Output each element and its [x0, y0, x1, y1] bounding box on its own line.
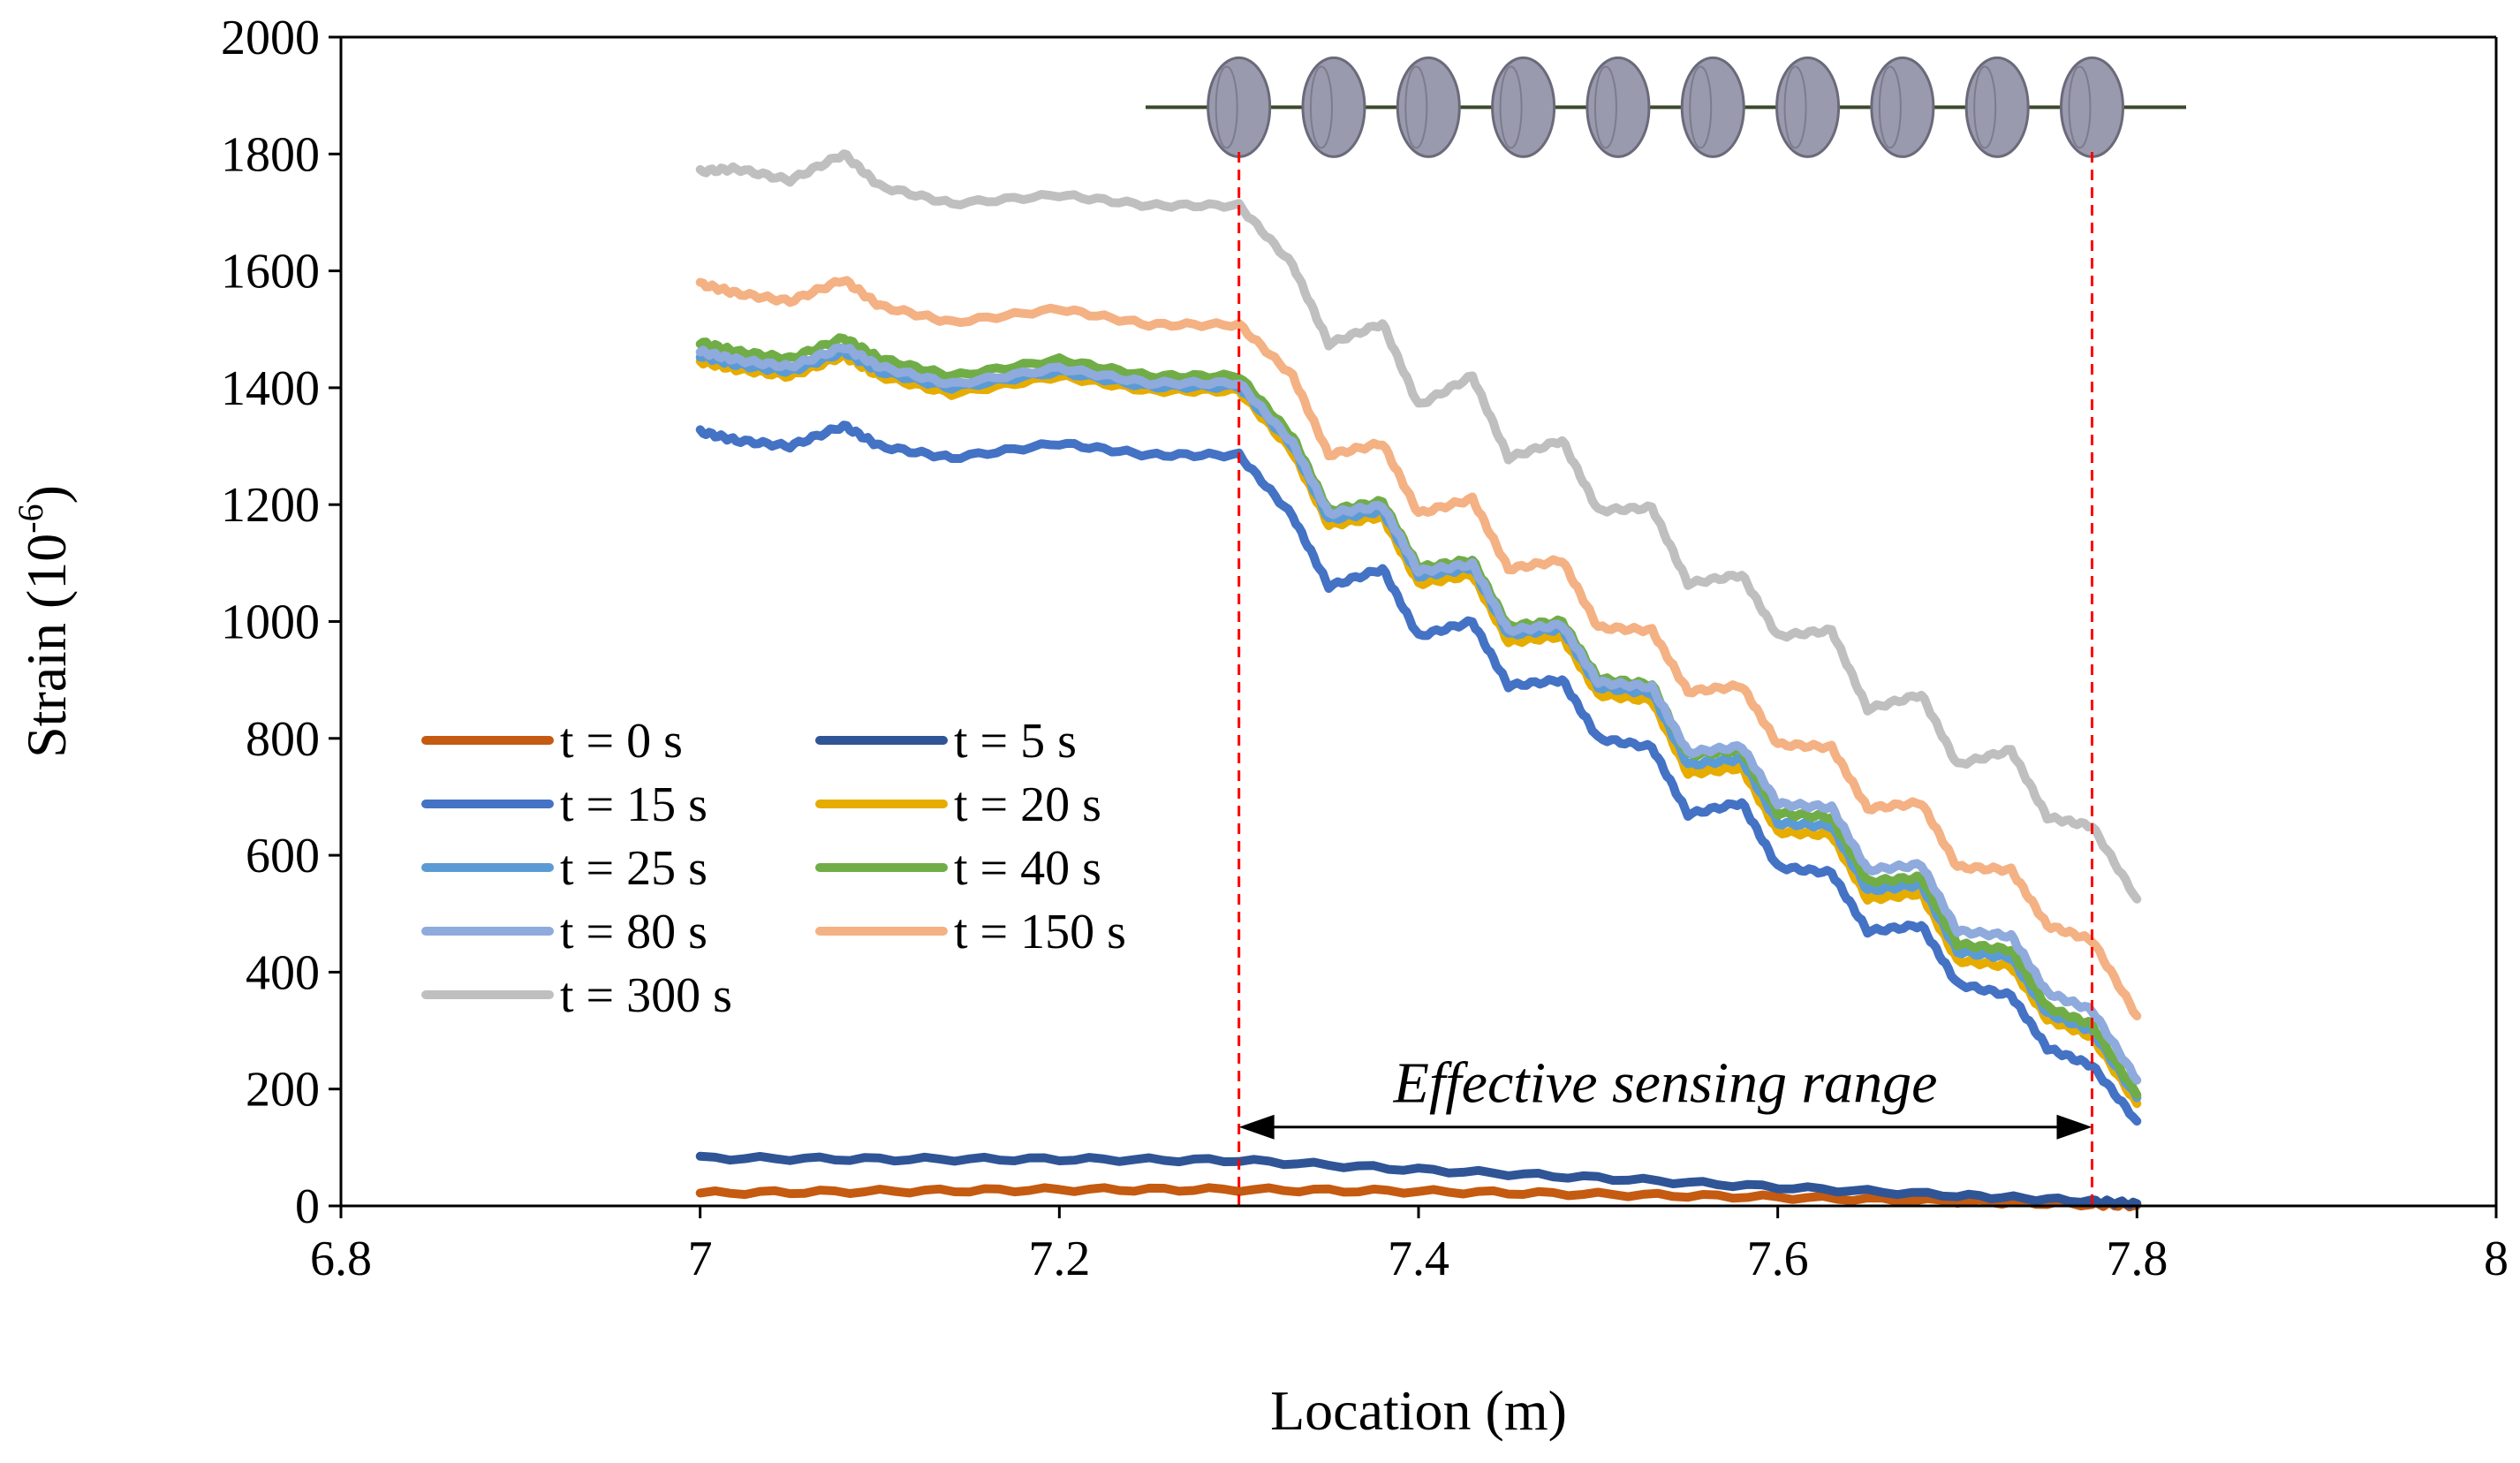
y-axis-title: Strain (10-6) [11, 485, 78, 758]
sensing-range-arrow-head-right [2056, 1114, 2092, 1140]
y-tick-label-1000: 1000 [221, 595, 320, 650]
sensor-element-edge-8 [1878, 65, 1902, 149]
y-axis-title-exponent: -6 [11, 504, 50, 533]
y-axis-title-close: ) [15, 485, 78, 504]
series-line-t-300-s [695, 149, 2142, 904]
legend-label-t-150-s: t = 150 s [954, 905, 1126, 959]
sensor-element-7 [1775, 56, 1841, 158]
sensor-element-10 [2060, 56, 2124, 158]
sensor-element-1 [1207, 56, 1272, 158]
sensing-range-arrow-head-left [1238, 1114, 1275, 1140]
y-tick-label-1600: 1600 [221, 245, 320, 299]
x-tick-label-7-6: 7.6 [1747, 1232, 1809, 1286]
x-tick-label-7: 7 [688, 1232, 713, 1286]
series-line-t-80-s [695, 343, 2142, 1085]
y-tick-label-1800: 1800 [221, 127, 320, 182]
sensor-element-2 [1301, 56, 1366, 158]
y-axis-title-main: Strain (10 [15, 534, 78, 758]
sensor-element-edge-9 [1973, 65, 1997, 149]
tick-labels: 6.8 7 7.2 7.4 7.6 7.8 8 0 200 400 600 800 1000 1200 14… [221, 11, 2509, 1286]
sensor-element-edge-1 [1215, 65, 1238, 149]
sensor-element-6 [1680, 56, 1745, 158]
legend: t = 0 s t = 5 s t = 15 s t = 20 s t = 25 s t … [421, 714, 1126, 1023]
legend-label-t-15-s: t = 15 s [560, 777, 708, 832]
x-tick-label-7-4: 7.4 [1388, 1232, 1449, 1286]
x-axis-title: Location (m) [1270, 1379, 1567, 1442]
effective-sensing-range-label: Effective sensing range [1393, 1051, 1938, 1116]
x-tick-label-7-2: 7.2 [1028, 1232, 1090, 1286]
series-line-t-150-s [695, 276, 2142, 1020]
legend-label-t-80-s: t = 80 s [560, 905, 708, 959]
legend-label-t-25-s: t = 25 s [560, 841, 708, 896]
sensor-element-edge-2 [1309, 65, 1333, 149]
y-tick-label-2000: 2000 [221, 11, 320, 65]
legend-label-t-5-s: t = 5 s [954, 714, 1077, 769]
sensor-element-edge-3 [1404, 65, 1428, 149]
x-tick-label-7-8: 7.8 [2106, 1232, 2168, 1286]
legend-label-t-0-s: t = 0 s [560, 714, 683, 769]
y-tick-label-800: 800 [246, 712, 320, 767]
series-line-t-15-s [695, 421, 2142, 1126]
sensor-element-edge-6 [1689, 65, 1713, 149]
y-tick-label-1200: 1200 [221, 478, 320, 533]
sensor-element-3 [1396, 56, 1461, 158]
sensor-element-5 [1585, 56, 1651, 158]
y-tick-label-1400: 1400 [221, 361, 320, 416]
sensor-elements [1146, 56, 2186, 158]
y-tick-label-200: 200 [246, 1063, 320, 1118]
sensor-element-edge-5 [1593, 65, 1617, 149]
sensor-element-edge-10 [2068, 65, 2092, 149]
legend-label-t-20-s: t = 20 s [954, 777, 1101, 832]
sensor-element-edge-7 [1783, 65, 1807, 149]
y-tick-label-400: 400 [246, 945, 320, 1000]
sensor-element-8 [1870, 56, 1935, 158]
series-line-t-5-s [695, 1151, 2142, 1209]
legend-label-t-300-s: t = 300 s [560, 968, 732, 1023]
sensor-element-edge-4 [1499, 65, 1523, 149]
legend-label-t-40-s: t = 40 s [954, 841, 1101, 896]
plot-lines [695, 149, 2142, 1212]
x-tick-label-8: 8 [2484, 1232, 2509, 1286]
y-tick-label-0: 0 [295, 1179, 320, 1234]
y-tick-label-600: 600 [246, 829, 320, 883]
sensor-element-9 [1964, 56, 2030, 158]
x-tick-label-6-8: 6.8 [310, 1232, 372, 1286]
sensor-element-4 [1491, 56, 1556, 158]
